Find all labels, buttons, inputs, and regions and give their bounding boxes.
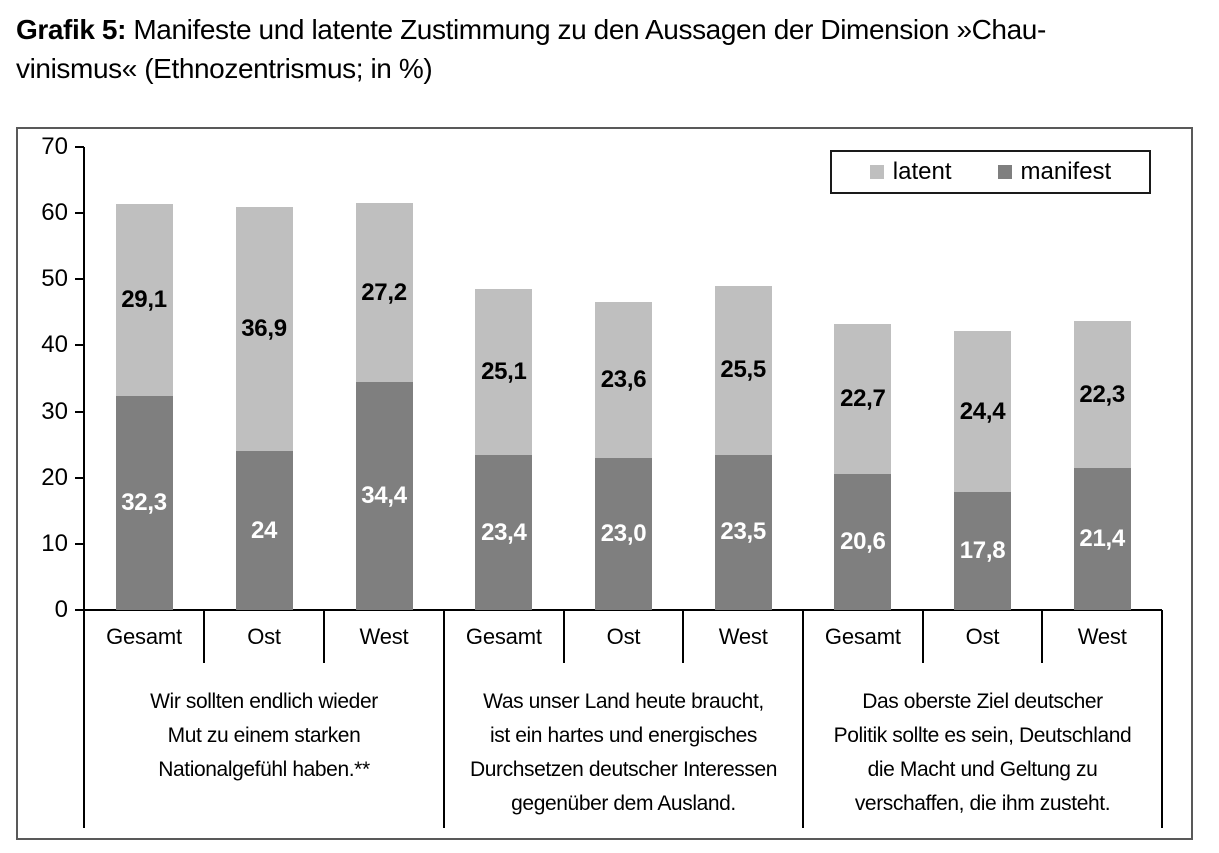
y-axis-tick: [75, 410, 84, 413]
manifest-value-label: 23,4: [481, 518, 527, 546]
category-separator-line: [323, 610, 325, 663]
question-text: Wir sollten endlich wieder Mut zu einem s…: [150, 690, 378, 781]
y-axis-tick: [75, 344, 84, 347]
y-axis-tick-label: 0: [54, 596, 68, 623]
bar-segment-manifest: 17,8: [954, 492, 1011, 610]
bar-segment-manifest: 23,5: [714, 454, 772, 610]
x-axis-category-label: Ost: [606, 623, 641, 649]
y-axis-tick-label: 10: [41, 529, 68, 557]
question-text: Das oberste Ziel deutscher Politik sollte…: [833, 690, 1132, 815]
x-axis-category-label: West: [1077, 623, 1127, 649]
y-axis-line: [83, 147, 85, 612]
group-separator-line: [83, 610, 85, 828]
bar-segment-latent: 29,1: [115, 203, 173, 397]
category-separator-line: [1041, 610, 1044, 663]
y-axis-tick: [75, 609, 84, 611]
x-axis-line: [84, 609, 1162, 611]
x-axis-category-label: West: [718, 623, 768, 649]
y-axis-tick-label: 40: [41, 331, 68, 359]
latent-value-label: 22,3: [1079, 380, 1125, 408]
bar-segment-manifest: 34,4: [355, 382, 413, 610]
legend-item-manifest: manifest: [997, 158, 1112, 186]
latent-value-label: 25,1: [481, 358, 527, 386]
category-separator-line: [921, 610, 924, 663]
legend-label-latent: latent: [892, 158, 952, 185]
bar-segment-manifest: 21,4: [1073, 468, 1131, 610]
bar-segment-manifest: 23,0: [595, 457, 652, 610]
latent-value-label: 29,1: [121, 286, 167, 314]
y-axis-tick: [75, 212, 84, 215]
y-axis-tick: [75, 146, 84, 148]
latent-value-label: 25,5: [720, 356, 766, 384]
bar-segment-manifest: 20,6: [834, 473, 892, 610]
bar-segment-manifest: 32,3: [115, 396, 173, 610]
manifest-value-label: 20,6: [840, 527, 886, 555]
chart-title-line1: Manifeste und latente Zustimmung zu den …: [126, 14, 1046, 45]
legend-swatch-manifest-icon: [997, 165, 1012, 179]
group-separator-line: [802, 610, 804, 828]
latent-value-label: 36,9: [241, 315, 287, 343]
chart-legend: latent manifest: [830, 150, 1151, 194]
bar-segment-latent: 22,3: [1073, 320, 1131, 469]
legend-swatch-latent-icon: [869, 165, 884, 179]
x-axis-category-label: Gesamt: [465, 623, 542, 649]
y-axis-tick-label: 70: [41, 133, 68, 160]
manifest-value-label: 21,4: [1079, 525, 1125, 553]
x-axis-category-label: West: [359, 623, 409, 649]
latent-value-label: 24,4: [959, 397, 1006, 425]
y-axis-tick-label: 20: [41, 463, 68, 491]
bar-segment-latent: 25,5: [714, 285, 772, 455]
bar-segment-latent: 22,7: [834, 323, 892, 474]
manifest-value-label: 17,8: [959, 537, 1006, 565]
x-axis-category-label: Gesamt: [106, 623, 182, 649]
manifest-value-label: 32,3: [121, 489, 167, 517]
latent-value-label: 23,6: [600, 365, 647, 393]
category-separator-line: [562, 610, 565, 663]
bar-segment-latent: 24,4: [954, 330, 1011, 493]
bar-segment-latent: 36,9: [235, 207, 293, 452]
category-separator-line: [682, 610, 685, 663]
question-text: Was unser Land heute braucht, ist ein har…: [469, 690, 778, 815]
bar-segment-manifest: 23,4: [475, 455, 533, 610]
bar-segment-manifest: 24: [235, 451, 293, 610]
group-separator-line: [1161, 610, 1163, 828]
latent-value-label: 27,2: [361, 278, 407, 306]
bar-segment-latent: 23,6: [595, 301, 652, 458]
y-axis-tick: [75, 278, 84, 281]
bar-segment-latent: 27,2: [355, 202, 413, 383]
chart-plot-frame: latent manifest 0 10 20 30 40 50 60 70 32,3 29,1 G…: [16, 127, 1193, 840]
y-axis-tick: [75, 542, 84, 545]
y-axis-tick: [75, 476, 84, 479]
chart-title: Grafik 5: Manifeste und latente Zustimmu…: [16, 10, 1208, 88]
chart-title-line2: vinismus« (Ethnozentrismus; in %): [16, 53, 433, 84]
y-axis-tick-label: 60: [41, 199, 68, 227]
x-axis-category-label: Ost: [965, 623, 1000, 649]
group-separator-line: [443, 610, 445, 828]
y-axis-tick-label: 50: [41, 265, 68, 293]
latent-value-label: 22,7: [840, 384, 886, 412]
legend-label-manifest: manifest: [1020, 158, 1112, 185]
manifest-value-label: 23,0: [600, 519, 647, 547]
manifest-value-label: 34,4: [361, 482, 407, 510]
x-axis-category-label: Gesamt: [824, 623, 901, 649]
chart-title-prefix: Grafik 5:: [16, 14, 126, 45]
manifest-value-label: 24: [250, 516, 278, 544]
manifest-value-label: 23,5: [720, 518, 766, 546]
x-axis-category-label: Ost: [247, 623, 281, 649]
legend-item-latent: latent: [869, 158, 952, 186]
bar-segment-latent: 25,1: [475, 289, 533, 456]
category-separator-line: [203, 610, 205, 663]
y-axis-tick-label: 30: [41, 397, 68, 425]
